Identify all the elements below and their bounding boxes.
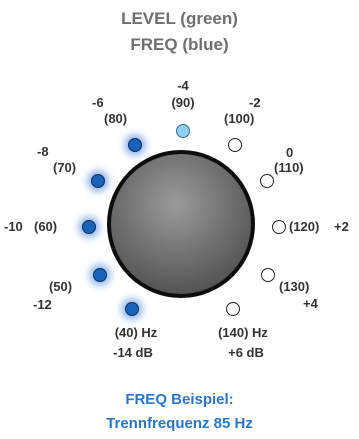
label-pos-1-freq: (40) Hz bbox=[96, 325, 176, 340]
knob-cap bbox=[111, 154, 251, 294]
led-pos-9 bbox=[272, 220, 286, 234]
label-pos-6-freq: (90) bbox=[163, 95, 203, 110]
title-level: LEVEL (green) bbox=[0, 8, 359, 30]
label-pos-1-level: -14 dB bbox=[93, 345, 173, 360]
led-pos-6 bbox=[176, 124, 190, 138]
label-pos-5-freq: (80) bbox=[104, 111, 127, 126]
led-pos-10 bbox=[261, 268, 275, 282]
label-pos-8-freq: (110) bbox=[274, 160, 304, 175]
label-pos-3-freq: (60) bbox=[34, 219, 57, 234]
label-pos-11-freq: (140) Hz bbox=[203, 325, 283, 340]
label-pos-5-level: -6 bbox=[92, 95, 104, 110]
led-pos-1 bbox=[125, 302, 139, 316]
label-pos-8-level: 0 bbox=[286, 145, 293, 160]
label-pos-9-freq: (120) bbox=[289, 219, 319, 234]
title-freq: FREQ (blue) bbox=[0, 34, 359, 56]
led-pos-11 bbox=[226, 302, 240, 316]
level-freq-knob[interactable] bbox=[107, 150, 255, 298]
label-pos-10-freq: (130) bbox=[279, 279, 309, 294]
example-heading: FREQ Beispiel: bbox=[0, 390, 359, 410]
led-pos-5 bbox=[128, 138, 142, 152]
led-pos-2 bbox=[93, 268, 107, 282]
led-pos-8 bbox=[260, 174, 274, 188]
label-pos-2-freq: (50) bbox=[49, 279, 72, 294]
label-pos-6-level: -4 bbox=[163, 78, 203, 93]
led-pos-3 bbox=[82, 220, 96, 234]
example-value: Trennfrequenz 85 Hz bbox=[0, 414, 359, 434]
label-pos-7-level: -2 bbox=[249, 95, 261, 110]
label-pos-3-level: -10 bbox=[4, 219, 23, 234]
label-pos-2-level: -12 bbox=[33, 297, 52, 312]
led-pos-4 bbox=[91, 174, 105, 188]
label-pos-7-freq: (100) bbox=[224, 111, 254, 126]
label-pos-10-level: +4 bbox=[303, 296, 318, 311]
label-pos-9-level: +2 bbox=[334, 219, 349, 234]
label-pos-11-level: +6 dB bbox=[206, 345, 286, 360]
label-pos-4-level: -8 bbox=[37, 144, 49, 159]
label-pos-4-freq: (70) bbox=[53, 160, 76, 175]
led-pos-7 bbox=[228, 138, 242, 152]
